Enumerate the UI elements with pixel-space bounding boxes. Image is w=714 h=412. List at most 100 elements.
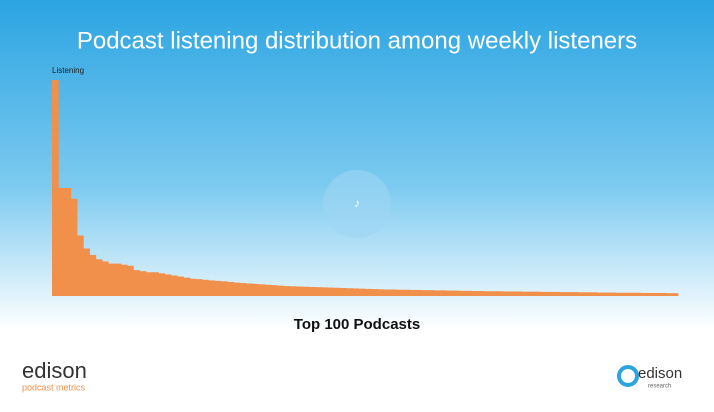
bar bbox=[502, 291, 510, 296]
bar bbox=[89, 254, 97, 296]
bar bbox=[415, 289, 422, 296]
bar bbox=[327, 287, 335, 296]
bar bbox=[95, 259, 103, 296]
bar bbox=[252, 283, 259, 296]
logo-right-tagline: research bbox=[648, 384, 671, 390]
bar bbox=[421, 290, 428, 296]
bar bbox=[571, 292, 579, 296]
media-overlay[interactable] bbox=[323, 170, 391, 238]
logo-left: edison bbox=[22, 358, 87, 383]
bar bbox=[577, 292, 585, 296]
bar bbox=[145, 272, 153, 296]
bar bbox=[277, 285, 285, 296]
bar bbox=[552, 291, 560, 296]
bar bbox=[621, 292, 629, 296]
bar bbox=[590, 292, 598, 296]
bar bbox=[433, 290, 441, 296]
bar bbox=[446, 290, 454, 296]
bar bbox=[465, 290, 472, 296]
bar bbox=[471, 291, 479, 296]
bar bbox=[634, 292, 641, 296]
bar bbox=[365, 288, 372, 296]
bar bbox=[483, 291, 491, 296]
bar bbox=[158, 273, 166, 296]
bar bbox=[458, 290, 466, 296]
bar bbox=[527, 291, 535, 296]
bar bbox=[609, 292, 616, 296]
bar bbox=[540, 291, 547, 296]
bar bbox=[102, 261, 109, 296]
bar bbox=[402, 289, 410, 296]
bar bbox=[195, 279, 203, 296]
bar bbox=[289, 286, 297, 296]
bar bbox=[214, 280, 222, 296]
bar bbox=[208, 280, 216, 296]
bar bbox=[233, 282, 241, 296]
bar bbox=[440, 290, 447, 296]
bar bbox=[427, 290, 435, 296]
bar bbox=[177, 276, 184, 296]
bar bbox=[314, 287, 322, 296]
bar bbox=[70, 198, 78, 296]
bar bbox=[659, 292, 666, 296]
bar bbox=[77, 235, 84, 296]
bar bbox=[452, 290, 460, 296]
bar bbox=[202, 279, 209, 296]
bar bbox=[358, 288, 366, 296]
bar bbox=[515, 291, 522, 296]
bar bbox=[296, 286, 303, 296]
bar bbox=[615, 292, 623, 296]
bar bbox=[534, 291, 541, 296]
bar bbox=[246, 283, 253, 296]
bar bbox=[602, 292, 610, 296]
bar bbox=[408, 289, 416, 296]
bar bbox=[239, 283, 247, 296]
logo-right-mark bbox=[617, 365, 639, 387]
bar bbox=[133, 270, 141, 296]
bar bbox=[120, 264, 128, 296]
bar bbox=[346, 288, 353, 296]
y-axis-label: Listening bbox=[52, 66, 84, 75]
bar bbox=[496, 291, 504, 296]
bar bbox=[164, 274, 172, 296]
bar bbox=[390, 289, 397, 296]
bar bbox=[271, 285, 278, 296]
bar bbox=[652, 292, 660, 296]
bar bbox=[339, 288, 347, 296]
bar bbox=[565, 292, 572, 296]
bar bbox=[127, 265, 134, 296]
bar bbox=[283, 286, 291, 296]
bar bbox=[183, 277, 191, 296]
bar bbox=[671, 293, 679, 296]
bar bbox=[152, 272, 159, 296]
bar bbox=[321, 287, 328, 296]
bar bbox=[396, 289, 403, 296]
bar bbox=[114, 263, 122, 296]
bar bbox=[308, 286, 316, 296]
bar bbox=[640, 292, 648, 296]
bar bbox=[477, 291, 485, 296]
bar bbox=[546, 291, 554, 296]
bar bbox=[108, 263, 115, 296]
bar bbox=[665, 293, 673, 296]
bar bbox=[258, 284, 266, 296]
bar bbox=[377, 289, 385, 296]
bar bbox=[189, 278, 197, 296]
bar bbox=[646, 292, 654, 296]
bar bbox=[559, 292, 566, 296]
bar bbox=[58, 188, 65, 296]
bar bbox=[64, 188, 72, 296]
bar bbox=[521, 291, 529, 296]
bar bbox=[508, 291, 516, 296]
bar bbox=[584, 292, 591, 296]
bar bbox=[333, 287, 341, 296]
bar bbox=[170, 275, 178, 296]
logo-right: edison bbox=[638, 365, 682, 382]
bar bbox=[302, 286, 310, 296]
x-axis-label: Top 100 Podcasts bbox=[294, 316, 420, 333]
bar bbox=[596, 292, 604, 296]
media-icon: ♪ bbox=[354, 196, 360, 210]
bar bbox=[490, 291, 497, 296]
bar bbox=[83, 248, 90, 296]
